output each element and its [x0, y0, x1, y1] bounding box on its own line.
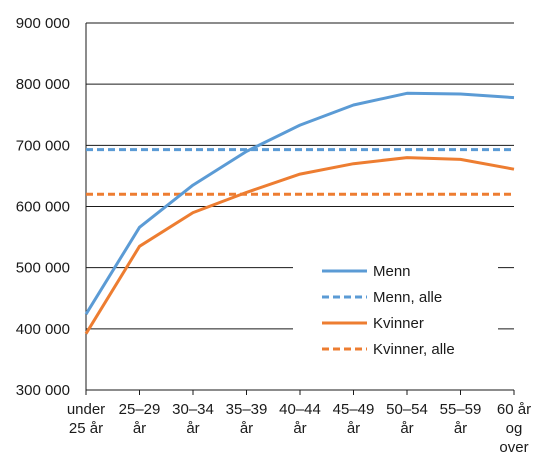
- y-tick-label: 900 000: [16, 15, 70, 32]
- x-tick-label: 40–44 år: [279, 401, 321, 437]
- legend-label: Kvinner, alle: [373, 341, 455, 358]
- legend-label: Menn, alle: [373, 289, 442, 306]
- y-tick-label: 800 000: [16, 76, 70, 93]
- x-tick-label: 45–49 år: [333, 401, 375, 437]
- y-tick-label: 300 000: [16, 382, 70, 399]
- x-tick-label: 55–59 år: [440, 401, 482, 437]
- legend-label: Kvinner: [373, 315, 424, 332]
- y-tick-label: 400 000: [16, 321, 70, 338]
- x-tick-label: 25–29 år: [119, 401, 161, 437]
- x-tick-label: 35–39 år: [226, 401, 268, 437]
- x-tick-label: 60 år og over: [497, 401, 531, 456]
- y-tick-label: 600 000: [16, 199, 70, 216]
- x-tick-label: 30–34 år: [172, 401, 214, 437]
- y-axis-ticks: 300 000 400 000 500 000 600 000 700 000 800 0…: [16, 15, 70, 399]
- legend: Menn Menn, alle Kvinner Kvinner, alle: [293, 255, 498, 367]
- series-line-menn: [84, 91, 515, 315]
- legend-label: Menn: [373, 263, 411, 280]
- series-line-kvinner: [84, 156, 515, 335]
- x-tick-label: under 25 år: [67, 401, 105, 437]
- plot-lines: [84, 91, 515, 335]
- y-tick-label: 500 000: [16, 260, 70, 277]
- y-tick-label: 700 000: [16, 137, 70, 154]
- x-tick-label: 50–54 år: [386, 401, 428, 437]
- x-axis: under 25 år 25–29 år 30–34 år 35–39 år 40–44 år 45…: [67, 23, 531, 456]
